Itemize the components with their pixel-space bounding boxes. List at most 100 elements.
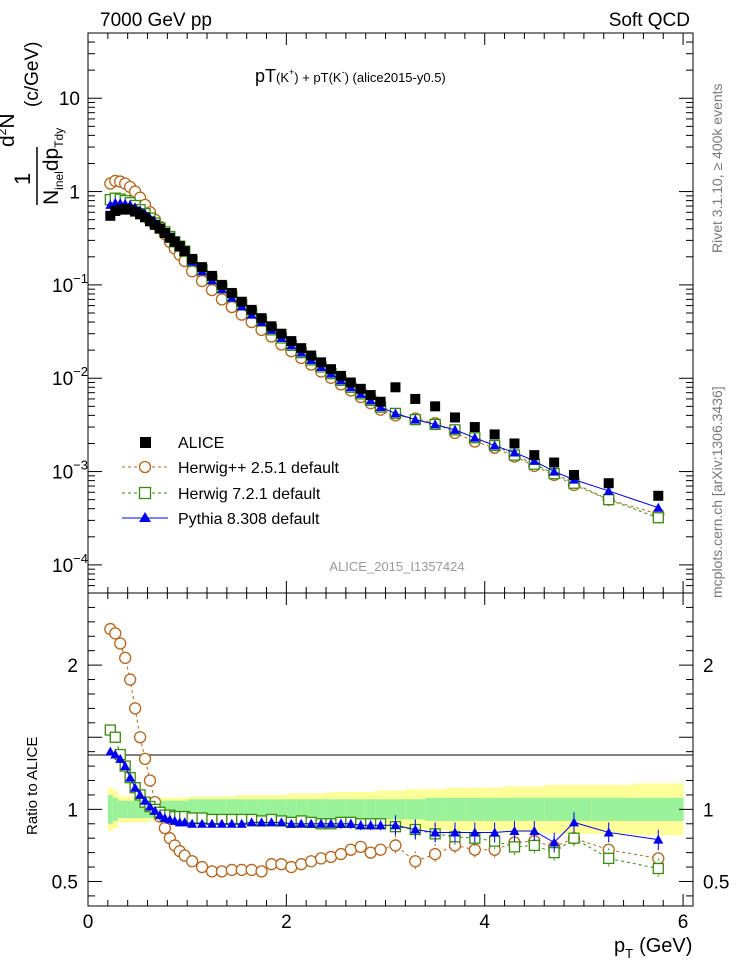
point-alice <box>206 270 217 281</box>
point-alice <box>335 370 346 381</box>
ratio-band-inner <box>591 797 634 821</box>
point-herwigpp <box>235 308 248 321</box>
ratio-y-tick-label: 1 <box>67 800 78 821</box>
title-part-1: pT <box>255 66 276 86</box>
ylabel-num-N: N <box>0 113 19 128</box>
ratio-point-herwigpp <box>133 731 147 744</box>
ylabel-den-N: N <box>40 190 63 205</box>
ylabel-den-dp: dp <box>40 148 63 171</box>
point-herwig7 <box>603 494 615 506</box>
point-herwigpp <box>205 283 219 297</box>
ratio-y-tick-label-right: 2 <box>703 656 714 677</box>
ratio-band-inner <box>226 799 238 820</box>
ylabel-units: (c/GeV) <box>22 42 43 107</box>
ratio-band-inner <box>524 797 545 821</box>
point-alice <box>179 246 190 257</box>
axis-tick-labels: 0 2 4 6 10−4 10−3 10−2 10−1 1 10 0.5 0.5 1 1 2 2 <box>52 89 730 933</box>
analysis-watermark: ALICE_2015_I1357424 <box>329 559 464 574</box>
ratio-point-pythia <box>115 753 126 763</box>
ratio-point-herwigpp <box>215 865 229 878</box>
ratio-band-inner <box>197 799 208 820</box>
ratio-point-herwigpp <box>334 847 348 861</box>
ratio-point-pythia <box>187 818 198 828</box>
ratio-point-herwigpp <box>245 863 258 877</box>
point-pythia <box>449 424 460 434</box>
ratio-y-axis-label: Ratio to ALICE <box>24 737 41 835</box>
legend-marker-alice <box>140 437 151 448</box>
legend-entry-pythia: Pythia 8.308 default <box>122 511 320 528</box>
plot-title: pT(K+) + pT(K-) (alice2015-y0.5) <box>255 66 446 86</box>
ratio-point-pythia <box>246 817 257 827</box>
title-part-3: + <box>289 67 294 77</box>
ratio-band-inner <box>388 799 406 820</box>
legend-marker-herwig7 <box>138 486 152 500</box>
ratio-y-tick-label: 2 <box>67 656 78 677</box>
ratio-plot-frame <box>87 592 694 907</box>
ratio-y-tick-label-right: 1 <box>703 800 714 821</box>
ratio-point-pythia <box>144 801 155 811</box>
ratio-point-herwig7 <box>652 862 664 875</box>
ratio-series-pythia <box>105 746 664 853</box>
point-alice <box>197 262 208 273</box>
ratio-band-inner <box>296 799 307 820</box>
ratio-point-pythia <box>286 818 297 828</box>
point-pythia <box>410 414 421 424</box>
legend-entry-alice: ALICE <box>140 435 224 452</box>
title-part-4: ) + pT(K <box>294 70 342 85</box>
point-alice <box>246 304 257 315</box>
point-pythia <box>430 419 441 429</box>
header-right-label: Soft QCD <box>609 10 690 31</box>
ratio-point-pythia <box>316 818 327 828</box>
point-alice <box>345 377 356 388</box>
legend-entry-herwig7: Herwig 7.2.1 default <box>122 486 321 503</box>
xlabel-p: p <box>614 935 625 957</box>
main-y-axis-label: 1 NineldpTdy d2N (c/GeV) <box>0 42 66 205</box>
ratio-point-herwigpp <box>354 840 367 854</box>
point-alice <box>226 287 237 298</box>
ratio-point-pythia <box>105 746 116 756</box>
ylabel-denominator: NineldpTdy <box>40 128 66 205</box>
ratio-point-pythia <box>653 834 664 844</box>
y-tick-label: 1 <box>69 183 80 204</box>
ratio-point-herwig7 <box>603 852 615 865</box>
point-pythia <box>653 502 664 512</box>
ratio-band-inner <box>286 799 297 820</box>
ratio-band-inner <box>236 799 248 820</box>
point-pythia <box>603 485 614 495</box>
point-herwigpp <box>215 293 229 306</box>
point-alice <box>449 412 460 423</box>
ratio-band-inner <box>484 797 506 821</box>
ratio-band-inner <box>276 799 287 820</box>
point-pythia <box>469 432 480 442</box>
ratio-point-herwigpp <box>652 852 665 865</box>
ratio-band-inner <box>167 800 173 819</box>
ratio-band-inner <box>216 799 228 820</box>
legend-label-alice: ALICE <box>178 435 224 452</box>
ratio-band-inner <box>137 800 144 819</box>
ratio-band-inner <box>345 799 357 820</box>
point-alice <box>216 279 227 290</box>
ratio-point-pythia <box>276 817 287 827</box>
ratio-point-pythia <box>345 818 356 828</box>
legend-marker-herwigpp <box>138 460 152 474</box>
point-pythia <box>509 447 520 457</box>
ratio-point-pythia <box>135 789 146 799</box>
ratio-band-inner <box>177 800 183 819</box>
ylabel-numerator: d2N <box>0 113 19 147</box>
ratio-point-pythia <box>469 827 480 837</box>
ratio-point-herwigpp <box>158 821 172 835</box>
point-herwigpp <box>195 274 209 288</box>
ratio-series <box>104 622 665 879</box>
ratio-band-inner <box>633 797 684 821</box>
point-alice <box>276 328 287 339</box>
ratio-point-pythia <box>206 818 217 828</box>
ratio-point-herwigpp <box>124 673 137 686</box>
point-alice <box>509 438 520 449</box>
ratio-band-inner <box>375 799 389 820</box>
point-pythia <box>529 455 540 465</box>
ratio-point-herwigpp <box>409 855 422 868</box>
point-alice <box>603 478 614 489</box>
point-alice <box>375 396 386 407</box>
point-alice <box>306 350 317 361</box>
point-alice <box>365 390 376 401</box>
